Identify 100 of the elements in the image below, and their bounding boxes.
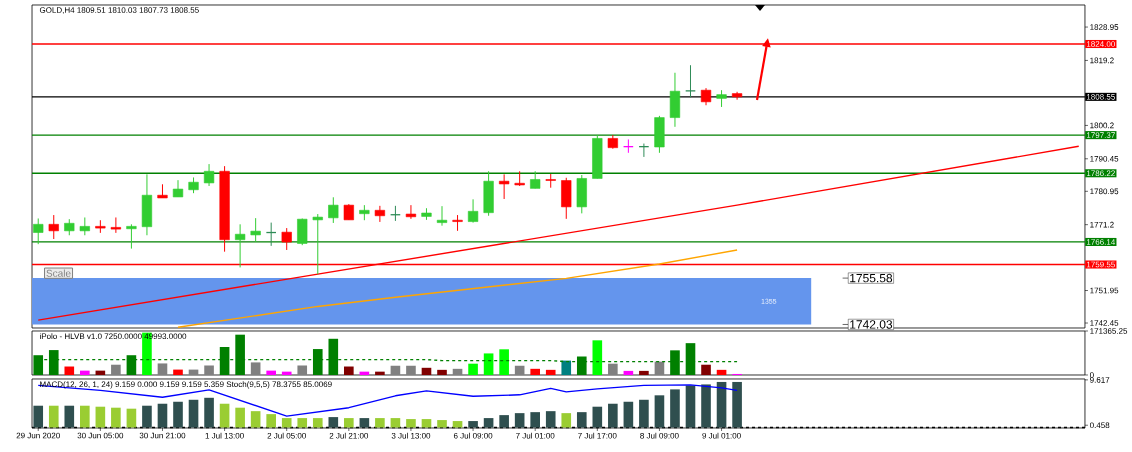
bar bbox=[732, 381, 742, 428]
bar bbox=[250, 362, 261, 375]
bar bbox=[250, 411, 261, 428]
x-tick-label: 2 Jul 05:00 bbox=[267, 432, 306, 439]
bar bbox=[126, 408, 137, 428]
bar bbox=[576, 412, 587, 428]
bar bbox=[219, 403, 230, 428]
bar bbox=[80, 370, 90, 375]
candlestick bbox=[312, 213, 323, 275]
bar bbox=[530, 412, 541, 428]
x-tick-label: 7 Jul 01:00 bbox=[516, 432, 555, 439]
x-tick-label: 29 Jun 2020 bbox=[16, 432, 60, 439]
bar bbox=[514, 365, 525, 375]
line-series bbox=[177, 249, 738, 328]
x-tick-label: 8 Jul 09:00 bbox=[640, 432, 679, 439]
y-tick-label: 0.458 bbox=[1089, 422, 1110, 429]
bar bbox=[701, 364, 711, 375]
bar bbox=[530, 368, 541, 375]
y-tick-label: 1751.95 bbox=[1090, 287, 1119, 294]
candlestick bbox=[405, 204, 417, 220]
bar bbox=[204, 365, 214, 375]
x-tick-label: 3 Jul 13:00 bbox=[391, 432, 431, 439]
candlestick bbox=[48, 214, 59, 240]
bar bbox=[592, 340, 603, 375]
bar bbox=[561, 413, 572, 428]
bar bbox=[297, 365, 308, 375]
bar bbox=[328, 417, 339, 428]
bar bbox=[437, 369, 447, 375]
bar bbox=[670, 389, 680, 428]
bar bbox=[375, 371, 385, 375]
bar bbox=[468, 363, 478, 375]
y-tick-label: 1771.2 bbox=[1090, 221, 1114, 228]
bar bbox=[142, 405, 152, 428]
x-tick-label: 1 Jul 13:00 bbox=[205, 432, 244, 439]
bar bbox=[111, 407, 121, 428]
annotation: 1742.03 bbox=[850, 320, 893, 329]
bar bbox=[173, 401, 183, 428]
bar bbox=[499, 349, 509, 375]
candlestick bbox=[499, 173, 510, 200]
y-tick-label: 0 bbox=[1089, 372, 1094, 378]
bar bbox=[452, 368, 463, 375]
candlestick bbox=[374, 205, 386, 223]
y-tick-label: 171365.25 bbox=[1090, 328, 1128, 334]
ref-line-label: 1824.00 bbox=[1086, 41, 1115, 47]
bar bbox=[173, 369, 183, 375]
ref-line-label: 1797.37 bbox=[1086, 132, 1115, 138]
chart-title: GOLD,H4 1809.51 1810.03 1807.73 1808.55 bbox=[39, 7, 199, 14]
bar bbox=[639, 370, 649, 375]
y-tick-label: 1828.95 bbox=[1090, 24, 1119, 30]
bar bbox=[297, 418, 308, 428]
bar bbox=[266, 414, 276, 428]
chart-title: MACD(12, 26, 1, 24) 9.159 0.000 9.159 9.159 5.359 Stoch(9,5,5) 78.3755 85.0069 bbox=[40, 381, 332, 389]
candlestick bbox=[250, 217, 261, 243]
bar bbox=[608, 403, 618, 428]
ref-line-label: 1786.22 bbox=[1086, 170, 1115, 177]
bar bbox=[716, 369, 727, 375]
bar bbox=[654, 361, 665, 375]
bar bbox=[312, 418, 323, 428]
bar bbox=[64, 366, 75, 375]
candlestick bbox=[126, 223, 137, 250]
bar bbox=[685, 385, 696, 428]
x-tick-label: 30 Jun 05:00 bbox=[77, 432, 124, 439]
bar bbox=[468, 421, 478, 428]
candlestick bbox=[281, 227, 292, 251]
bar bbox=[157, 403, 168, 428]
x-tick-label: 7 Jul 17:00 bbox=[578, 432, 617, 439]
bar bbox=[639, 399, 649, 428]
bar bbox=[281, 371, 292, 375]
ref-line-label: 1808.55 bbox=[1086, 94, 1115, 100]
candlestick bbox=[467, 198, 479, 224]
bar bbox=[33, 405, 44, 428]
candlestick bbox=[172, 179, 184, 198]
annotation: 1755.58 bbox=[850, 273, 893, 283]
x-tick-label: 9 Jul 01:00 bbox=[702, 432, 741, 439]
bar bbox=[390, 365, 401, 375]
candlestick bbox=[203, 163, 215, 187]
annotation: Scale bbox=[46, 269, 71, 277]
candlestick bbox=[110, 216, 121, 234]
bar bbox=[406, 365, 416, 375]
bar bbox=[266, 370, 276, 375]
candlestick bbox=[33, 218, 44, 245]
bar bbox=[281, 418, 292, 428]
bar bbox=[157, 363, 168, 375]
candlestick bbox=[436, 205, 448, 227]
bar bbox=[344, 418, 354, 428]
candlestick bbox=[685, 64, 696, 98]
x-tick-label: 2 Jul 21:00 bbox=[329, 432, 369, 439]
bar bbox=[623, 401, 634, 428]
bar bbox=[48, 405, 59, 428]
bar bbox=[608, 363, 618, 375]
bar bbox=[204, 397, 214, 428]
y-tick-label: 1790.45 bbox=[1090, 155, 1119, 162]
bar bbox=[188, 399, 199, 428]
bar bbox=[499, 415, 509, 428]
bar bbox=[483, 353, 494, 375]
bar bbox=[654, 395, 665, 428]
y-tick-label: 1742.45 bbox=[1090, 320, 1119, 326]
bar bbox=[623, 370, 634, 375]
bar bbox=[421, 367, 432, 375]
bar bbox=[235, 407, 245, 428]
